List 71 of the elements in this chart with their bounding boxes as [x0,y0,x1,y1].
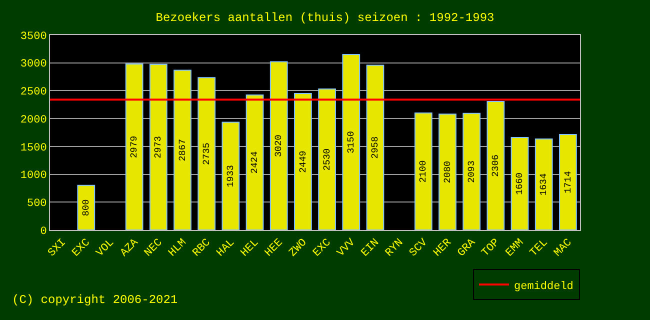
data-label: 2100 [418,160,429,183]
y-tick-label: 1000 [20,170,47,182]
data-label: 2973 [152,136,164,158]
y-tick-label: 3500 [20,30,47,43]
data-label: 1634 [538,172,550,196]
x-tick-label: EXC [311,236,334,260]
x-tick-label: HAL [214,236,238,260]
bar [174,70,192,230]
x-tick-label: VOL [94,236,117,260]
data-label: 1933 [225,164,236,188]
x-tick-label: SXI [46,236,69,260]
x-tick-label: EXC [70,236,94,260]
legend-label: gemiddeld [514,280,574,293]
bar [534,138,553,230]
x-tick-label: RBC [190,236,214,260]
bar [246,94,264,230]
y-tick-label: 500 [26,198,47,210]
data-label: 2958 [370,136,381,159]
x-tick-label: GRA [456,236,479,260]
bar [125,64,144,230]
x-tick-label: AZA [118,236,142,260]
x-tick-label: HER [432,236,454,260]
data-label: 2424 [249,150,260,174]
data-label: 1660 [514,172,526,195]
y-tick-label: 1500 [20,142,47,154]
x-tick-label: VVV [335,236,358,260]
y-tick-label: 3000 [20,58,47,71]
x-tick-label: NEC [142,236,166,260]
y-tick-label: 2000 [20,114,47,126]
data-label: 2080 [442,160,453,184]
bar [438,114,456,230]
bar [270,61,288,230]
data-label: 2530 [321,148,332,171]
data-label: 3150 [345,131,356,154]
data-label: 800 [80,199,92,216]
x-tick-label: SCV [408,236,430,260]
bar [486,101,505,230]
x-tick-label: HEL [238,236,262,260]
bar [510,137,529,230]
bar [342,54,360,230]
x-tick-label: TEL [528,236,551,260]
data-label: 2979 [128,136,140,158]
bar [198,77,216,230]
x-tick-label: HEE [263,236,286,260]
bar [318,88,336,230]
data-label: 1714 [562,170,574,194]
data-label: 2867 [176,138,188,162]
bar [77,184,96,230]
bar [222,122,240,230]
bar [294,93,312,230]
y-tick-label: 0 [40,226,47,238]
y-tick-label: 2500 [20,86,47,99]
x-tick-label: EMM [504,236,526,260]
bar [559,134,577,230]
data-label: 2735 [200,142,212,165]
data-label: 2093 [466,160,477,183]
bar [414,112,432,230]
chart-title: Bezoekers aantallen (thuis) seizoen : 1992-1993 [156,11,494,26]
data-label: 3020 [273,134,284,158]
data-label: 2306 [490,154,502,177]
bar [462,112,481,230]
bar [149,64,168,230]
x-tick-label: EIN [359,236,382,260]
text: (C) copyright 2006-2021 [12,293,178,307]
data-label: 2449 [297,150,308,173]
bar [366,64,384,230]
x-tick-label: RYN [384,236,406,260]
x-tick-label: MAC [552,236,575,260]
x-tick-label: HLM [166,236,190,260]
x-tick-label: TOP [480,236,503,260]
x-tick-label: ZWO [287,236,310,260]
